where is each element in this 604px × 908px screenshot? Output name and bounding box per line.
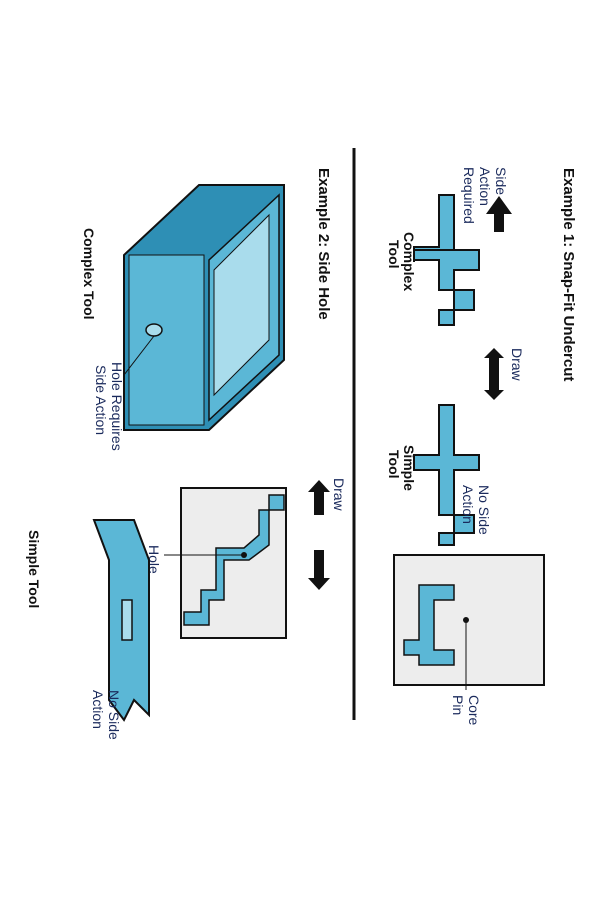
no-side-action-line1: No Side bbox=[476, 485, 492, 535]
core-pin-mold-section bbox=[393, 554, 545, 690]
complex-tray-part bbox=[123, 184, 285, 431]
double-arrow-icon bbox=[308, 480, 330, 590]
side-hole-mold-section bbox=[164, 487, 287, 639]
simple-tool-label-2: Simple Tool bbox=[26, 530, 42, 608]
simple-snap-fit-part bbox=[413, 404, 480, 546]
example2-title: Example 2: Side Hole bbox=[315, 168, 332, 320]
complex-tool-line1: Complex bbox=[401, 232, 417, 291]
no-side-action-2-line2: Action bbox=[90, 690, 106, 729]
side-action-line3: Required bbox=[461, 167, 477, 224]
draw-label-2: Draw bbox=[331, 478, 347, 512]
hole-requires-line1: Hole Requires bbox=[109, 362, 125, 451]
no-side-action-line2: Action bbox=[460, 485, 476, 524]
arrow-up-icon bbox=[486, 196, 512, 232]
no-side-action-2-line1: No Side bbox=[106, 690, 122, 740]
side-action-line1: Side bbox=[493, 167, 509, 195]
core-label: Core bbox=[466, 695, 482, 726]
double-arrow-icon bbox=[484, 348, 504, 400]
example1-title: Example 1: Snap-Fit Undercut bbox=[560, 168, 577, 381]
complex-tool-label-2: Complex Tool bbox=[81, 228, 97, 320]
pin-label: Pin bbox=[450, 695, 466, 715]
draw-label-1: Draw bbox=[509, 348, 525, 382]
hole-requires-line2: Side Action bbox=[93, 365, 109, 435]
simple-tool-line1: Simple bbox=[401, 445, 417, 491]
side-action-line2: Action bbox=[477, 167, 493, 206]
complex-tool-line2: Tool bbox=[386, 240, 402, 269]
simple-tool-line2: Tool bbox=[386, 450, 402, 479]
simple-bent-part bbox=[92, 519, 150, 722]
complex-snap-fit-part bbox=[413, 194, 480, 326]
